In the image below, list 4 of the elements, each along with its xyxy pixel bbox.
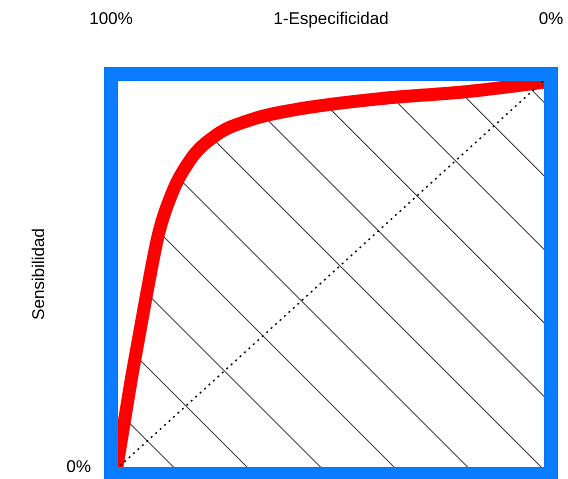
- x-tick-label: 100%: [89, 9, 133, 28]
- y-axis-title: Sensibilidad: [29, 228, 48, 320]
- x-axis-title: 1-Especificidad: [273, 9, 389, 28]
- text: 0%: [66, 456, 91, 476]
